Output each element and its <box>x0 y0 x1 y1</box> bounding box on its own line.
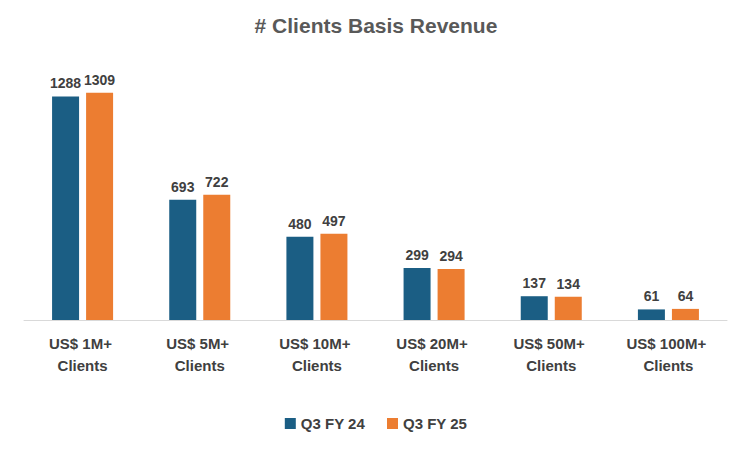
svg-text:# Clients Basis Revenue: # Clients Basis Revenue <box>255 14 498 37</box>
svg-text:Q3 FY 25: Q3 FY 25 <box>403 415 467 432</box>
svg-text:480: 480 <box>288 216 312 232</box>
svg-text:US$ 20M+: US$ 20M+ <box>396 335 471 352</box>
svg-text:294: 294 <box>439 248 463 264</box>
svg-text:Clients: Clients <box>409 357 459 374</box>
svg-text:134: 134 <box>557 276 581 292</box>
svg-text:1309: 1309 <box>84 72 115 88</box>
svg-text:US$ 5M+: US$ 5M+ <box>166 335 233 352</box>
svg-text:Clients: Clients <box>292 357 342 374</box>
svg-text:Clients: Clients <box>643 357 693 374</box>
svg-text:US$ 10M+: US$ 10M+ <box>279 335 354 352</box>
svg-text:497: 497 <box>322 213 346 229</box>
svg-text:Q3 FY 24: Q3 FY 24 <box>301 415 366 432</box>
svg-text:64: 64 <box>678 288 694 304</box>
svg-text:US$ 100M+: US$ 100M+ <box>627 335 711 352</box>
svg-text:693: 693 <box>171 179 195 195</box>
svg-text:299: 299 <box>405 247 429 263</box>
svg-text:722: 722 <box>205 174 229 190</box>
svg-text:1288: 1288 <box>50 75 81 91</box>
svg-text:Clients: Clients <box>526 357 576 374</box>
svg-text:US$ 50M+: US$ 50M+ <box>514 335 589 352</box>
svg-text:Clients: Clients <box>175 357 225 374</box>
svg-text:Clients: Clients <box>58 357 108 374</box>
svg-text:61: 61 <box>644 288 660 304</box>
svg-text:US$ 1M+: US$ 1M+ <box>49 335 116 352</box>
svg-text:137: 137 <box>523 275 547 291</box>
